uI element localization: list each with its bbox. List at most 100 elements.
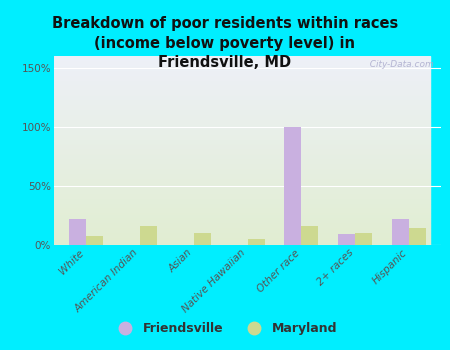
Bar [54, 79, 430, 80]
Bar [54, 148, 430, 149]
Bar [409, 229, 426, 245]
Bar [54, 168, 430, 169]
Bar [54, 74, 430, 75]
Bar [54, 72, 430, 74]
Bar [54, 76, 430, 77]
Bar [140, 226, 157, 245]
Bar [54, 205, 430, 206]
Bar [54, 193, 430, 195]
Bar [301, 226, 319, 245]
Bar [54, 81, 430, 83]
Bar [54, 96, 430, 98]
Bar [392, 219, 409, 245]
Bar [54, 164, 430, 166]
Bar [54, 229, 430, 230]
Bar [54, 174, 430, 176]
Bar [54, 171, 430, 172]
Bar [54, 163, 430, 164]
Bar [54, 210, 430, 211]
Bar [54, 132, 430, 133]
Bar [54, 173, 430, 174]
Bar [54, 234, 430, 235]
Legend: Friendsville, Maryland: Friendsville, Maryland [108, 317, 342, 340]
Bar [54, 199, 430, 201]
Bar [54, 77, 430, 79]
Bar [86, 236, 104, 245]
Bar [54, 83, 430, 84]
Bar [54, 100, 430, 102]
Bar [54, 224, 430, 225]
Bar [54, 62, 430, 64]
Bar [54, 138, 430, 139]
Bar [54, 206, 430, 207]
Bar [54, 125, 430, 127]
Bar [248, 239, 265, 245]
Bar [54, 67, 430, 69]
Bar [54, 104, 430, 105]
Bar [54, 89, 430, 90]
Bar [54, 181, 430, 182]
Bar [54, 231, 430, 232]
Bar [54, 121, 430, 123]
Bar [54, 108, 430, 109]
Bar [54, 110, 430, 111]
Bar [54, 191, 430, 192]
Bar [54, 94, 430, 95]
Bar [54, 105, 430, 106]
Bar [54, 75, 430, 76]
Bar [54, 90, 430, 91]
Bar [54, 128, 430, 129]
Bar [54, 99, 430, 100]
Bar [54, 154, 430, 155]
Bar [54, 71, 430, 72]
Bar [54, 123, 430, 124]
Bar [54, 161, 430, 162]
Bar [54, 188, 430, 190]
Bar [54, 140, 430, 142]
Bar [54, 183, 430, 184]
Bar [54, 180, 430, 181]
Bar [54, 58, 430, 60]
Bar [54, 162, 430, 163]
Bar [54, 69, 430, 70]
Bar [194, 233, 211, 245]
Bar [54, 153, 430, 154]
Bar [54, 184, 430, 186]
Bar [54, 92, 430, 94]
Bar [54, 149, 430, 150]
Bar [54, 127, 430, 128]
Bar [54, 114, 430, 115]
Bar [54, 139, 430, 140]
Bar [54, 119, 430, 120]
Bar [69, 219, 86, 245]
Bar [54, 212, 430, 214]
Bar [54, 143, 430, 144]
Bar [54, 155, 430, 157]
Bar [54, 167, 430, 168]
Bar [54, 177, 430, 178]
Bar [54, 84, 430, 85]
Bar [54, 217, 430, 218]
Bar [54, 214, 430, 215]
Bar [54, 150, 430, 152]
Bar [54, 57, 430, 58]
Bar [54, 152, 430, 153]
Bar [54, 207, 430, 209]
Bar [54, 66, 430, 67]
Bar [54, 158, 430, 159]
Bar [54, 169, 430, 171]
Bar [54, 176, 430, 177]
Bar [54, 113, 430, 114]
Bar [54, 95, 430, 96]
Bar [54, 106, 430, 108]
Bar [54, 243, 430, 244]
Bar [54, 178, 430, 180]
Bar [54, 228, 430, 229]
Bar [54, 201, 430, 202]
Bar [54, 120, 430, 121]
Bar [54, 195, 430, 196]
Bar [54, 129, 430, 130]
Text: City-Data.com: City-Data.com [364, 60, 433, 69]
Bar [54, 166, 430, 167]
Bar [54, 98, 430, 99]
